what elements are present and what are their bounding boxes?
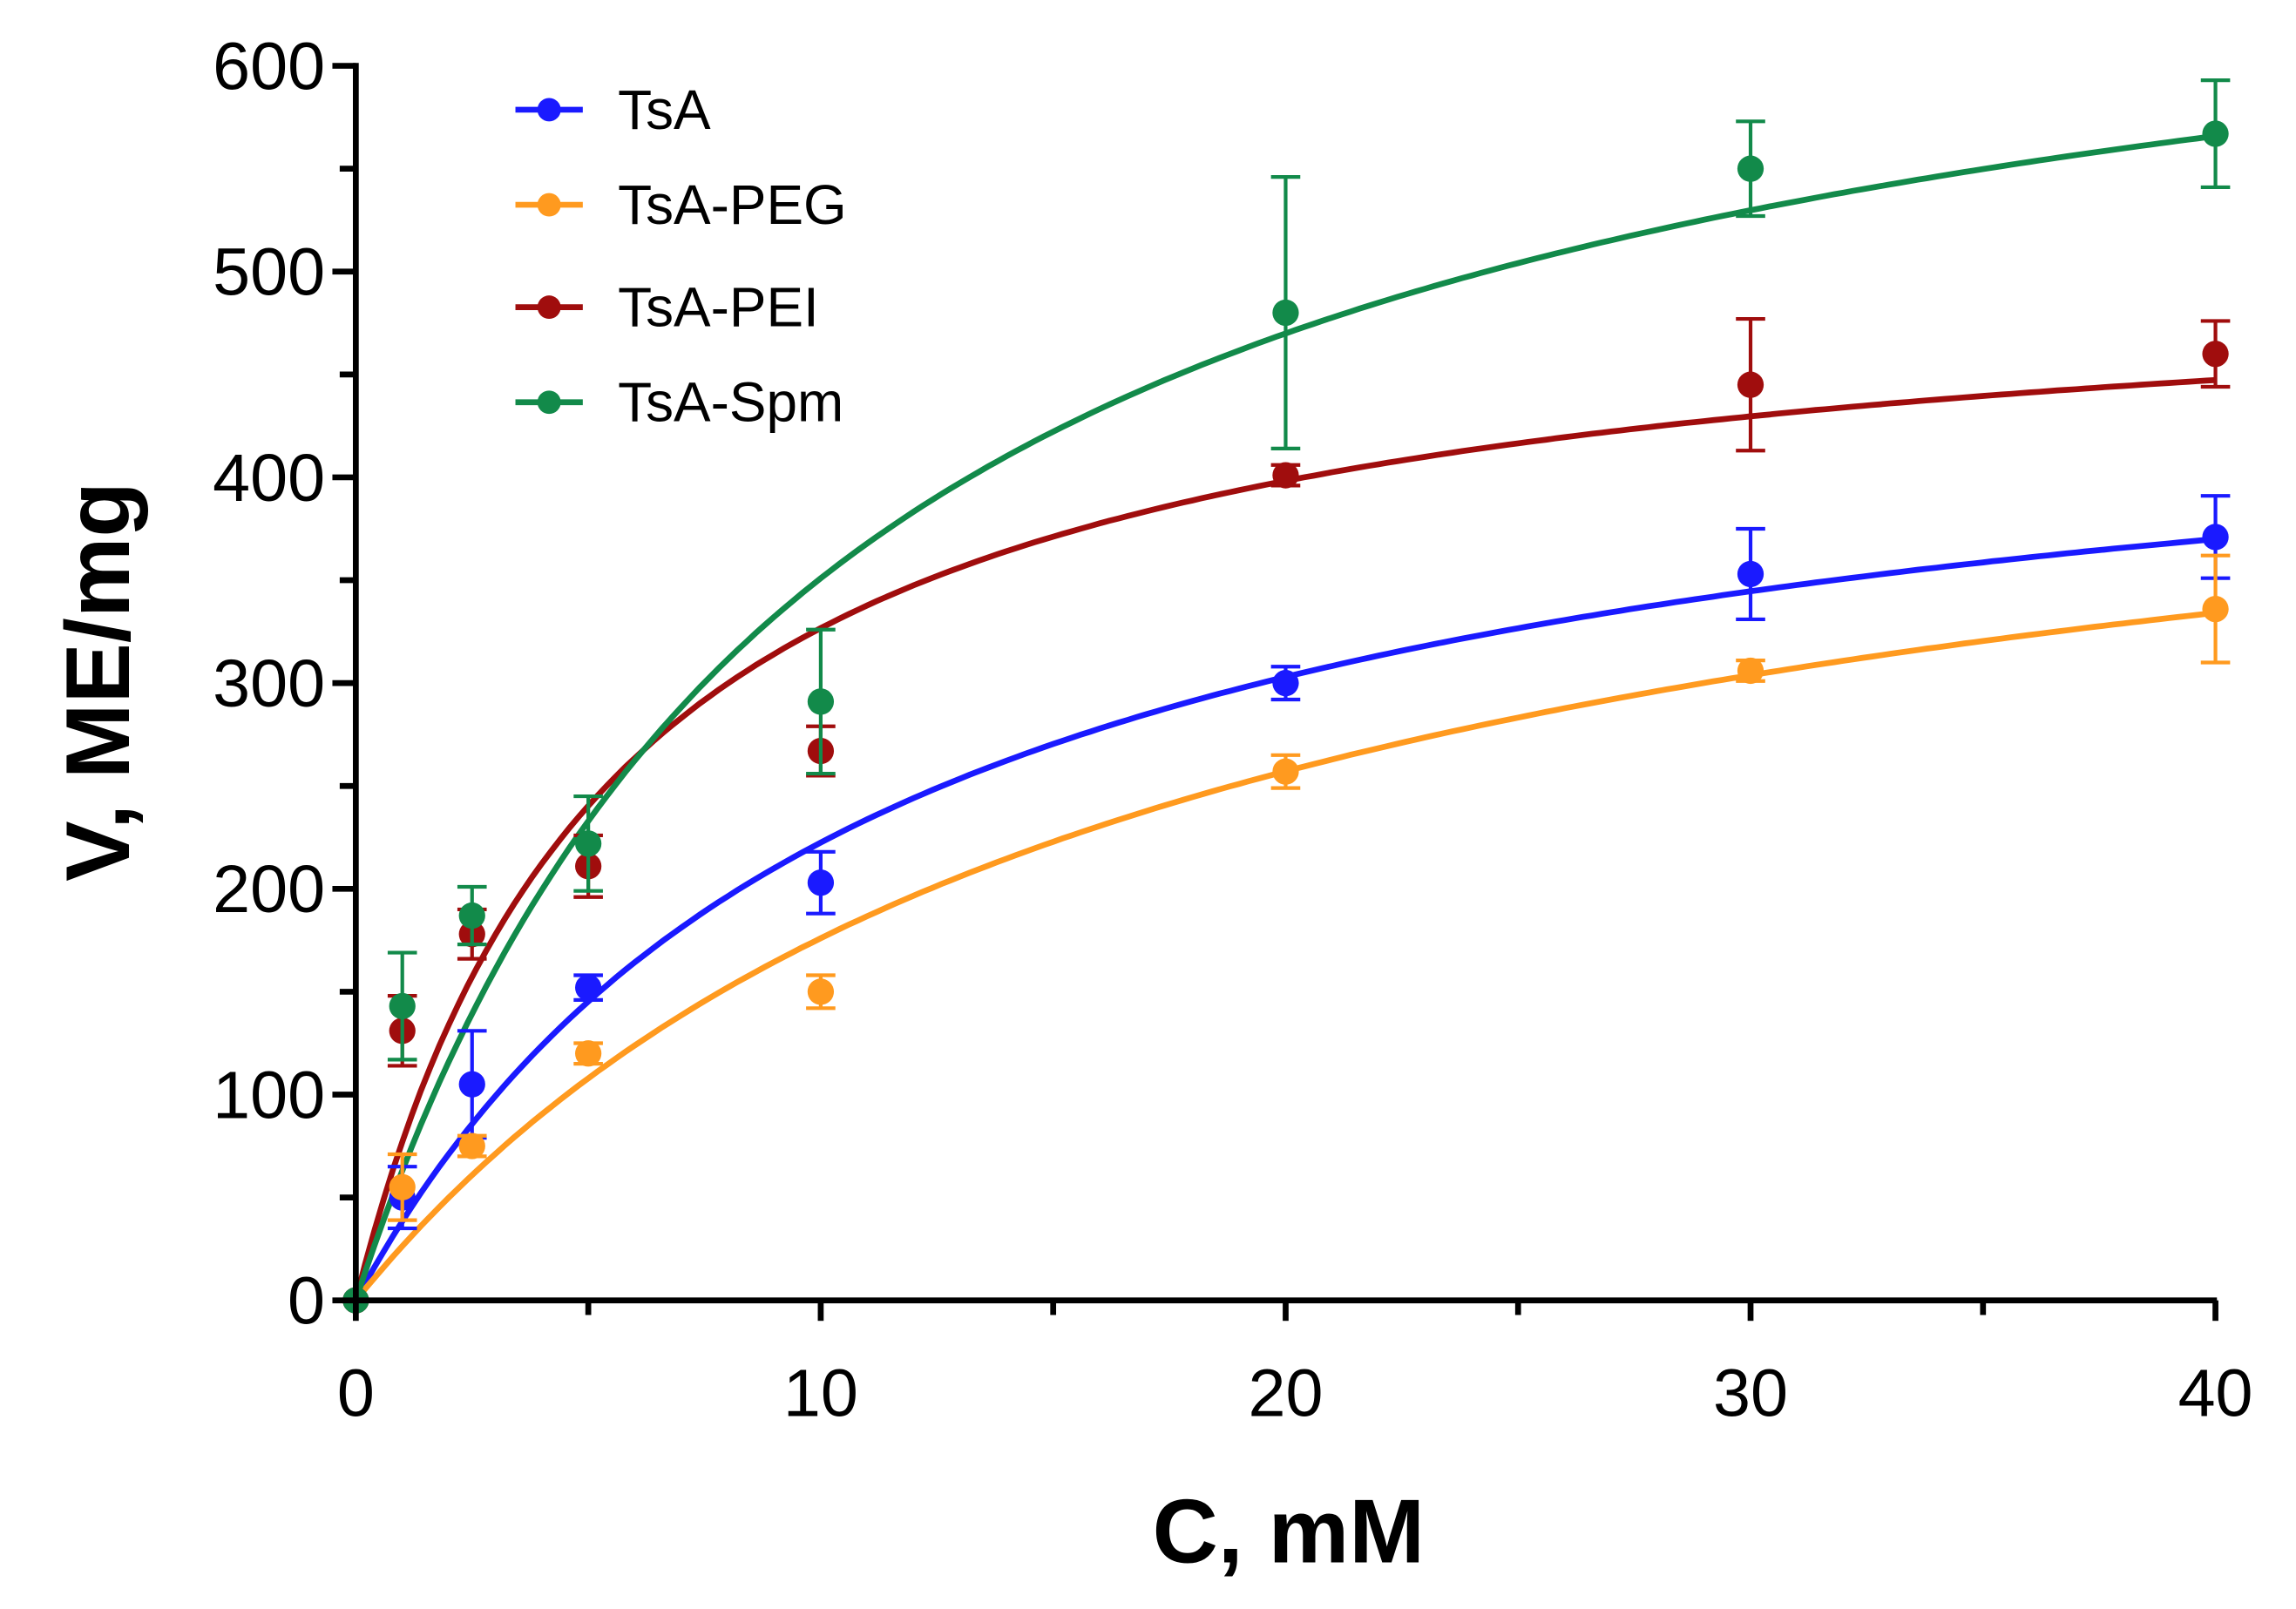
legend-label: TsA-PEI	[618, 275, 819, 338]
data-points	[342, 78, 2231, 1314]
legend-label: TsA-PEG	[618, 173, 847, 236]
x-tick-label: 20	[1248, 1355, 1323, 1430]
y-tick-label: 200	[213, 852, 325, 927]
data-point	[458, 902, 485, 930]
legend: TsA TsA-PEG TsA-PEI TsA-Spm	[515, 78, 847, 434]
data-point	[1272, 299, 1299, 327]
legend-marker	[537, 193, 561, 217]
data-point	[1272, 670, 1299, 697]
data-point	[807, 869, 835, 896]
y-tick-label: 400	[213, 441, 325, 516]
data-point	[1737, 560, 1764, 588]
data-point	[1272, 758, 1299, 785]
legend-item-tsa-pei: TsA-PEI	[515, 275, 819, 338]
legend-label: TsA	[618, 78, 711, 141]
series-tsa	[342, 494, 2231, 1314]
data-point	[2202, 595, 2229, 623]
y-tick-label: 600	[213, 29, 325, 104]
data-point	[807, 688, 835, 715]
data-point	[807, 978, 835, 1005]
y-tick-label: 100	[213, 1058, 325, 1132]
fit-curve-tsa-peg	[353, 610, 2216, 1302]
x-axis-title: C, mM	[1153, 1481, 1426, 1582]
data-point	[1737, 371, 1764, 398]
data-point	[1272, 462, 1299, 489]
data-point	[575, 974, 602, 1001]
y-axis-title: V, ME/mg	[48, 482, 149, 882]
data-point	[389, 992, 416, 1020]
data-point	[2202, 120, 2229, 147]
data-point	[2202, 341, 2229, 368]
data-point	[575, 1040, 602, 1067]
y-tick-label: 0	[288, 1264, 325, 1339]
x-tick-label: 10	[783, 1355, 858, 1430]
legend-marker	[537, 98, 561, 122]
legend-label: TsA-Spm	[618, 371, 843, 434]
data-point	[575, 830, 602, 857]
y-tick-label: 300	[213, 646, 325, 721]
x-tick-label: 0	[337, 1355, 375, 1430]
data-point	[389, 1173, 416, 1200]
data-point	[2202, 524, 2229, 551]
fit-curve-tsa-pei	[353, 376, 2216, 1301]
legend-marker	[537, 390, 561, 415]
series-tsa-spm	[342, 78, 2231, 1314]
legend-item-tsa: TsA	[515, 78, 711, 141]
data-point	[1737, 657, 1764, 685]
legend-item-tsa-peg: TsA-PEG	[515, 173, 847, 236]
x-tick-label: 30	[1713, 1355, 1788, 1430]
legend-item-tsa-spm: TsA-Spm	[515, 371, 843, 434]
data-point	[458, 1132, 485, 1159]
legend-marker	[537, 295, 561, 320]
fit-curve-tsa	[353, 536, 2216, 1302]
y-tick-label: 500	[213, 235, 325, 310]
data-point	[458, 1071, 485, 1098]
data-point	[1737, 155, 1764, 182]
x-tick-label: 40	[2178, 1355, 2253, 1430]
series-tsa-pei	[342, 316, 2231, 1314]
